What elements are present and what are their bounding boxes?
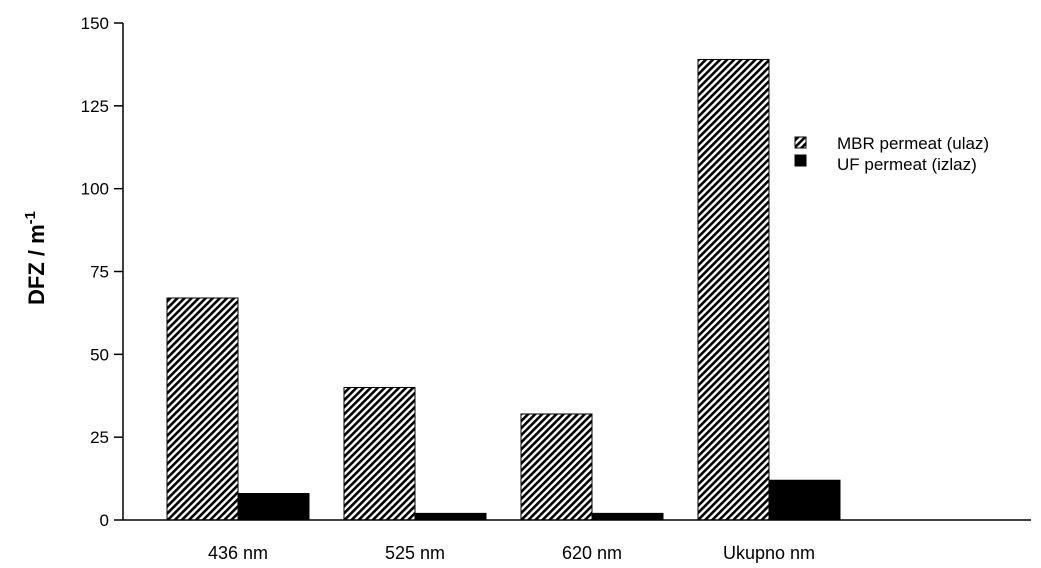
y-tick-label: 100 [81,180,109,199]
y-ticks-group: 0 25 50 75 100 125 150 [81,14,123,530]
y-axis-label-superscript: -1 [22,211,39,224]
bar-uf-2 [591,512,664,521]
y-tick-label: 75 [90,263,109,282]
bar-mbr-0 [166,297,239,521]
y-tick-label: 50 [90,345,109,364]
y-tick-label: 0 [100,511,109,530]
x-category-label: 436 nm [208,543,268,563]
legend-swatch-mbr [794,136,807,149]
legend-label-uf: UF permeat (izlaz) [837,155,977,174]
y-tick-label: 25 [90,428,109,447]
bars-group [166,58,841,521]
y-tick-label: 150 [81,14,109,33]
y-axis-label-main: DFZ / m [24,224,49,305]
x-category-label: Ukupno nm [723,543,815,563]
bar-mbr-3 [697,58,770,521]
bar-uf-3 [768,479,841,521]
x-category-label: 525 nm [385,543,445,563]
y-tick-label: 125 [81,97,109,116]
bar-uf-1 [414,512,487,521]
bar-mbr-2 [520,413,593,521]
x-category-label: 620 nm [562,543,622,563]
legend-label-mbr: MBR permeat (ulaz) [837,134,989,153]
y-axis-label: DFZ / m-1 [22,211,49,305]
legend-swatch-uf [794,154,807,167]
x-category-labels: 436 nm 525 nm 620 nm Ukupno nm [208,543,815,563]
legend: MBR permeat (ulaz) UF permeat (izlaz) [794,134,989,174]
bar-uf-0 [237,492,310,521]
bar-mbr-1 [343,386,416,521]
